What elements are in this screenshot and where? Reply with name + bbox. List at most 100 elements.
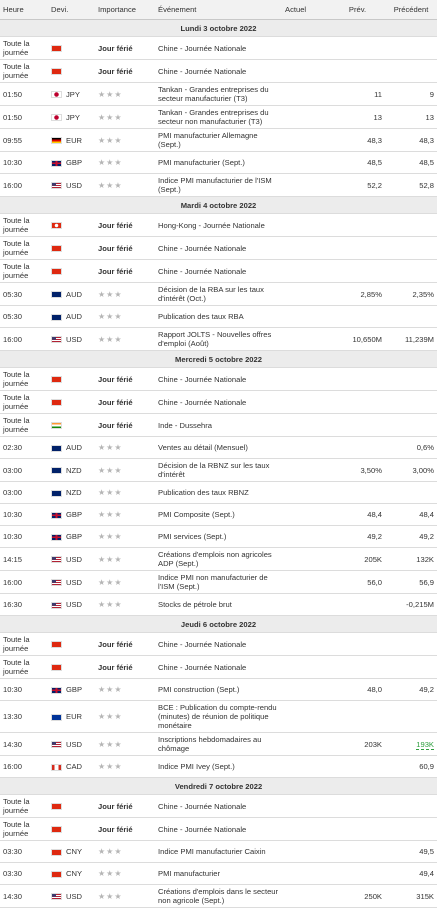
event-row: 05:30 AUD ★★★ Décision de la RBA sur les ta… — [0, 282, 437, 306]
time: Toute la journée — [0, 413, 48, 437]
actual — [282, 327, 330, 351]
event: Ventes au détail (Mensuel) — [155, 436, 282, 459]
holiday-label: Jour férié — [98, 43, 133, 53]
event: PMI manufacturier Allemagne (Sept.) — [155, 128, 282, 152]
previous — [385, 413, 437, 437]
currency: JPY — [48, 82, 95, 106]
importance: Jour férié — [95, 259, 155, 283]
actual — [282, 755, 330, 778]
previous — [385, 213, 437, 237]
previous: 49,5 — [385, 840, 437, 863]
currency: USD — [48, 732, 95, 756]
holiday-label: Jour férié — [98, 243, 133, 253]
time: 16:00 — [0, 755, 48, 778]
importance: ★★★ — [95, 862, 155, 885]
importance: Jour férié — [95, 367, 155, 391]
importance: Jour férié — [95, 236, 155, 260]
actual — [282, 36, 330, 60]
event: Taux de chômage (Sept.) — [155, 907, 282, 912]
event-row: 01:50 JPY ★★★ Tankan - Grandes entreprises … — [0, 82, 437, 106]
time: 10:30 — [0, 678, 48, 701]
event: Décision de la RBA sur les taux d'intérê… — [155, 282, 282, 306]
actual — [282, 436, 330, 459]
currency-code: GBP — [66, 510, 83, 519]
previous — [385, 367, 437, 391]
forecast: 3,50% — [330, 458, 385, 482]
previous — [385, 36, 437, 60]
flag-icon — [51, 268, 62, 275]
header-cell: Devi. — [48, 0, 95, 20]
time: 03:30 — [0, 840, 48, 863]
previous-value: 49,2 — [419, 532, 434, 541]
previous-value: 193K — [416, 739, 434, 750]
importance-stars: ★★★ — [98, 158, 123, 167]
event-row: Toute la journée Jour férié Chine - Journé… — [0, 632, 437, 656]
previous: 56,9 — [385, 570, 437, 594]
event-row: 10:30 GBP ★★★ PMI Composite (Sept.) 48,4 48,4 — [0, 503, 437, 526]
previous: 48,4 — [385, 503, 437, 526]
flag-icon — [51, 664, 62, 671]
currency: CAD — [48, 755, 95, 778]
currency-code: USD — [66, 600, 83, 609]
currency: USD — [48, 327, 95, 351]
event-row: Toute la journée Jour férié Chine - Journé… — [0, 367, 437, 391]
previous-value: 60,9 — [419, 762, 434, 771]
previous: 315K — [385, 884, 437, 908]
event: PMI manufacturier — [155, 862, 282, 885]
time: 10:30 — [0, 525, 48, 548]
forecast: 48,5 — [330, 151, 385, 174]
forecast: 56,0 — [330, 570, 385, 594]
flag-icon — [51, 713, 62, 721]
event: Chine - Journée Nationale — [155, 794, 282, 818]
event-row: 03:30 CNY ★★★ PMI manufacturier 49,4 — [0, 862, 437, 885]
event-row: Toute la journée Jour férié Chine - Journé… — [0, 794, 437, 818]
importance-stars: ★★★ — [98, 312, 123, 321]
currency — [48, 213, 95, 237]
importance-stars: ★★★ — [98, 577, 123, 587]
previous: 60,9 — [385, 755, 437, 778]
actual — [282, 700, 330, 733]
flag-icon — [51, 826, 62, 833]
actual — [282, 862, 330, 885]
actual — [282, 367, 330, 391]
actual — [282, 907, 330, 912]
actual — [282, 840, 330, 863]
previous-value: 48,5 — [419, 158, 434, 167]
day-title: Mercredi 5 octobre 2022 — [0, 350, 437, 368]
flag-icon — [51, 91, 62, 98]
time: 10:30 — [0, 503, 48, 526]
previous: -0,215M — [385, 593, 437, 616]
importance: ★★★ — [95, 481, 155, 504]
importance-stars: ★★★ — [98, 289, 123, 299]
previous — [385, 794, 437, 818]
currency — [48, 36, 95, 60]
currency: AUD — [48, 282, 95, 306]
currency: AUD — [48, 305, 95, 328]
forecast — [330, 305, 385, 328]
time: 13:30 — [0, 700, 48, 733]
previous: 132K — [385, 547, 437, 571]
importance: ★★★ — [95, 327, 155, 351]
day-title: Mardi 4 octobre 2022 — [0, 196, 437, 214]
actual — [282, 817, 330, 841]
event-row: 10:30 GBP ★★★ PMI manufacturier (Sept.) 48,5… — [0, 151, 437, 174]
previous: 49,4 — [385, 862, 437, 885]
flag-icon — [51, 444, 62, 452]
time: 03:30 — [0, 862, 48, 885]
event: Chine - Journée Nationale — [155, 390, 282, 414]
currency-code: CNY — [66, 869, 83, 878]
importance: Jour férié — [95, 655, 155, 679]
actual — [282, 458, 330, 482]
flag-icon — [51, 641, 62, 648]
currency-code: EUR — [66, 712, 83, 721]
flag-icon — [51, 467, 62, 474]
event: Chine - Journée Nationale — [155, 655, 282, 679]
time: Toute la journée — [0, 36, 48, 60]
actual — [282, 503, 330, 526]
currency: GBP — [48, 151, 95, 174]
forecast — [330, 413, 385, 437]
flag-icon — [51, 68, 62, 75]
currency — [48, 632, 95, 656]
event-row: Toute la journée Jour férié Inde - Dussehr… — [0, 413, 437, 437]
